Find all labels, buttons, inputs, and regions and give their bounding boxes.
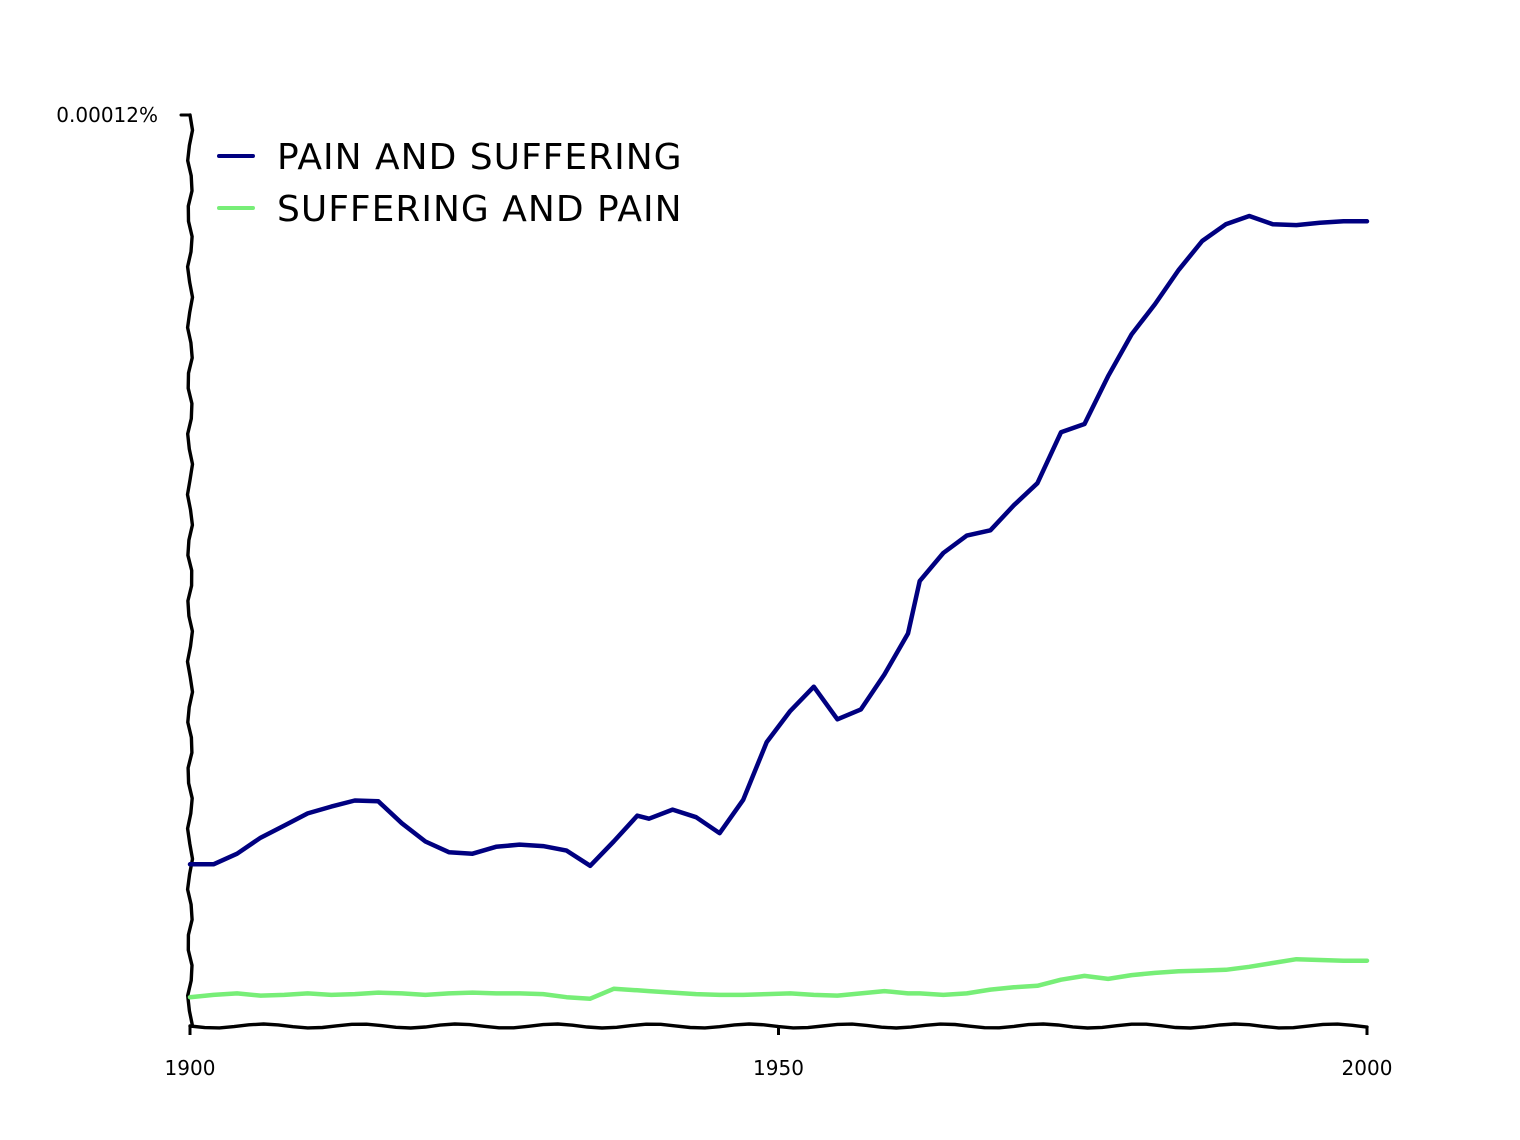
series-line-pain-and-suffering bbox=[187, 213, 1370, 869]
y-axis-line bbox=[185, 113, 195, 1028]
legend-label-suffering-and-pain: SUFFERING AND PAIN bbox=[277, 189, 683, 230]
y-axis-tick-label: 0.00012% bbox=[56, 103, 158, 127]
series-line-suffering-and-pain bbox=[187, 956, 1370, 1001]
series-lines bbox=[187, 213, 1370, 1001]
x-axis-tick-label: 1950 bbox=[753, 1056, 804, 1080]
x-axis-tick-label: 2000 bbox=[1342, 1056, 1393, 1080]
x-axis-ticks: 1900 1950 2000 bbox=[165, 1026, 1393, 1080]
legend: PAIN AND SUFFERING SUFFERING AND PAIN bbox=[217, 137, 683, 230]
axes: 0.00012% 1900 1950 2000 bbox=[56, 103, 1392, 1080]
legend-label-pain-and-suffering: PAIN AND SUFFERING bbox=[277, 137, 683, 178]
x-axis-tick-label: 1900 bbox=[165, 1056, 216, 1080]
